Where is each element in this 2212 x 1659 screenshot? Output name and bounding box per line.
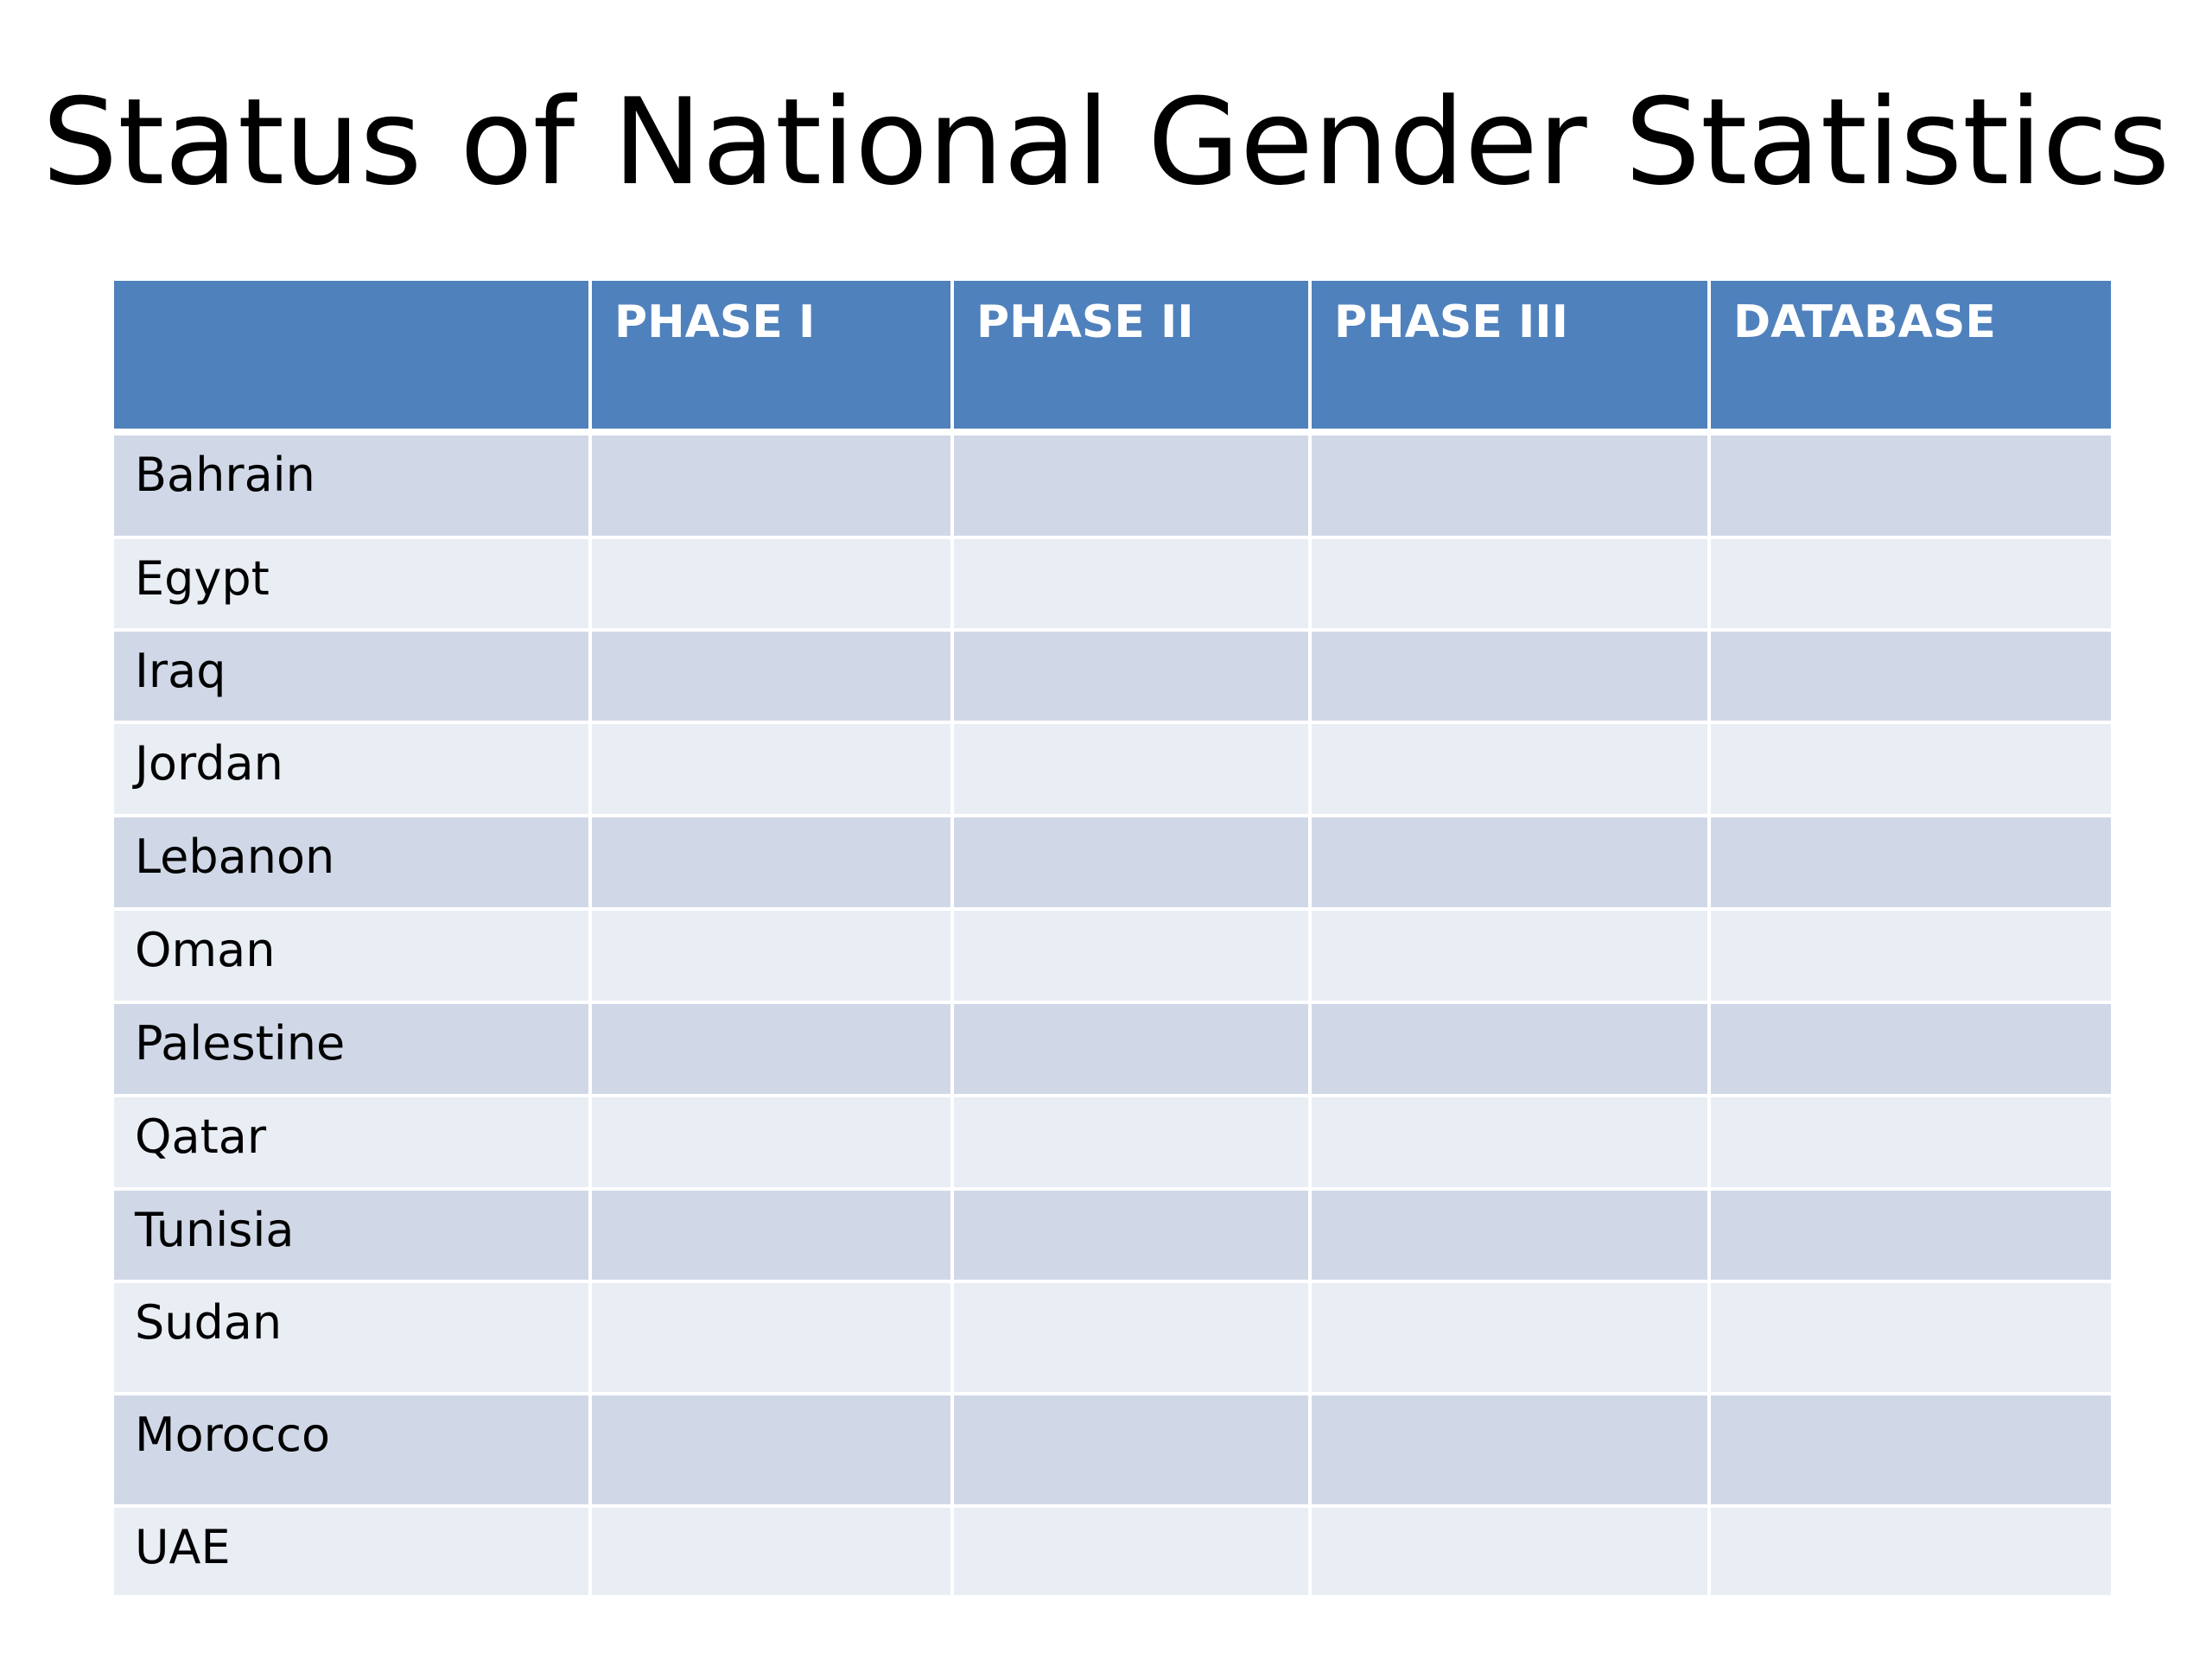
phase-3-cell — [1310, 537, 1711, 632]
header-cell-phase-2: PHASE II — [952, 281, 1312, 435]
phase-2-cell — [952, 1096, 1312, 1191]
header-cell-phase-1: PHASE I — [590, 281, 954, 435]
table-row: Qatar — [114, 1096, 2111, 1191]
slide-title: Status of National Gender Statistics — [41, 73, 2171, 212]
table-row: Tunisia — [114, 1189, 2111, 1283]
database-cell — [1709, 1002, 2111, 1097]
phase-1-cell — [590, 630, 954, 724]
table-row: Egypt — [114, 537, 2111, 632]
phase-1-cell — [590, 909, 954, 1004]
database-cell — [1709, 1394, 2111, 1508]
header-cell-phase-3: PHASE III — [1310, 281, 1711, 435]
country-cell: Sudan — [114, 1281, 592, 1395]
phase-1-cell — [590, 1281, 954, 1395]
phase-3-cell — [1310, 1189, 1711, 1283]
status-table: PHASE I PHASE II PHASE III DATABASE Bahr… — [114, 281, 2111, 1599]
country-cell: Morocco — [114, 1394, 592, 1508]
phase-2-cell — [952, 1002, 1312, 1097]
header-cell-database: DATABASE — [1709, 281, 2111, 435]
database-cell — [1709, 537, 2111, 632]
country-cell: Palestine — [114, 1002, 592, 1097]
phase-3-cell — [1310, 722, 1711, 817]
country-cell: Iraq — [114, 630, 592, 724]
country-cell: Tunisia — [114, 1189, 592, 1283]
database-cell — [1709, 630, 2111, 724]
phase-3-cell — [1310, 1002, 1711, 1097]
country-cell: Oman — [114, 909, 592, 1004]
phase-2-cell — [952, 630, 1312, 724]
phase-2-cell — [952, 816, 1312, 911]
phase-2-cell — [952, 537, 1312, 632]
phase-2-cell — [952, 1281, 1312, 1395]
table-row: Jordan — [114, 722, 2111, 817]
table-row: Oman — [114, 909, 2111, 1004]
phase-2-cell — [952, 432, 1312, 539]
phase-2-cell — [952, 909, 1312, 1004]
phase-2-cell — [952, 1394, 1312, 1508]
phase-3-cell — [1310, 909, 1711, 1004]
database-cell — [1709, 1189, 2111, 1283]
country-cell: UAE — [114, 1506, 592, 1599]
table-row: Morocco — [114, 1394, 2111, 1508]
table-row: Lebanon — [114, 816, 2111, 911]
country-cell: Bahrain — [114, 432, 592, 539]
database-cell — [1709, 909, 2111, 1004]
database-cell — [1709, 816, 2111, 911]
table-header-row: PHASE I PHASE II PHASE III DATABASE — [114, 281, 2111, 435]
header-cell-country — [114, 281, 592, 435]
phase-1-cell — [590, 1002, 954, 1097]
phase-2-cell — [952, 1189, 1312, 1283]
phase-3-cell — [1310, 1281, 1711, 1395]
table-row: UAE — [114, 1506, 2111, 1599]
phase-3-cell — [1310, 630, 1711, 724]
phase-1-cell — [590, 1506, 954, 1599]
table-row: Iraq — [114, 630, 2111, 724]
country-cell: Egypt — [114, 537, 592, 632]
phase-1-cell — [590, 816, 954, 911]
phase-1-cell — [590, 1394, 954, 1508]
phase-3-cell — [1310, 816, 1711, 911]
phase-3-cell — [1310, 1506, 1711, 1599]
phase-2-cell — [952, 722, 1312, 817]
table-row: Sudan — [114, 1281, 2111, 1395]
database-cell — [1709, 1281, 2111, 1395]
country-cell: Lebanon — [114, 816, 592, 911]
phase-3-cell — [1310, 1394, 1711, 1508]
table-row: Bahrain — [114, 432, 2111, 539]
country-cell: Jordan — [114, 722, 592, 817]
phase-1-cell — [590, 432, 954, 539]
country-cell: Qatar — [114, 1096, 592, 1191]
phase-1-cell — [590, 722, 954, 817]
phase-3-cell — [1310, 1096, 1711, 1191]
phase-3-cell — [1310, 432, 1711, 539]
database-cell — [1709, 722, 2111, 817]
database-cell — [1709, 1506, 2111, 1599]
database-cell — [1709, 1096, 2111, 1191]
phase-1-cell — [590, 537, 954, 632]
phase-1-cell — [590, 1096, 954, 1191]
phase-1-cell — [590, 1189, 954, 1283]
phase-2-cell — [952, 1506, 1312, 1599]
database-cell — [1709, 432, 2111, 539]
table-row: Palestine — [114, 1002, 2111, 1097]
